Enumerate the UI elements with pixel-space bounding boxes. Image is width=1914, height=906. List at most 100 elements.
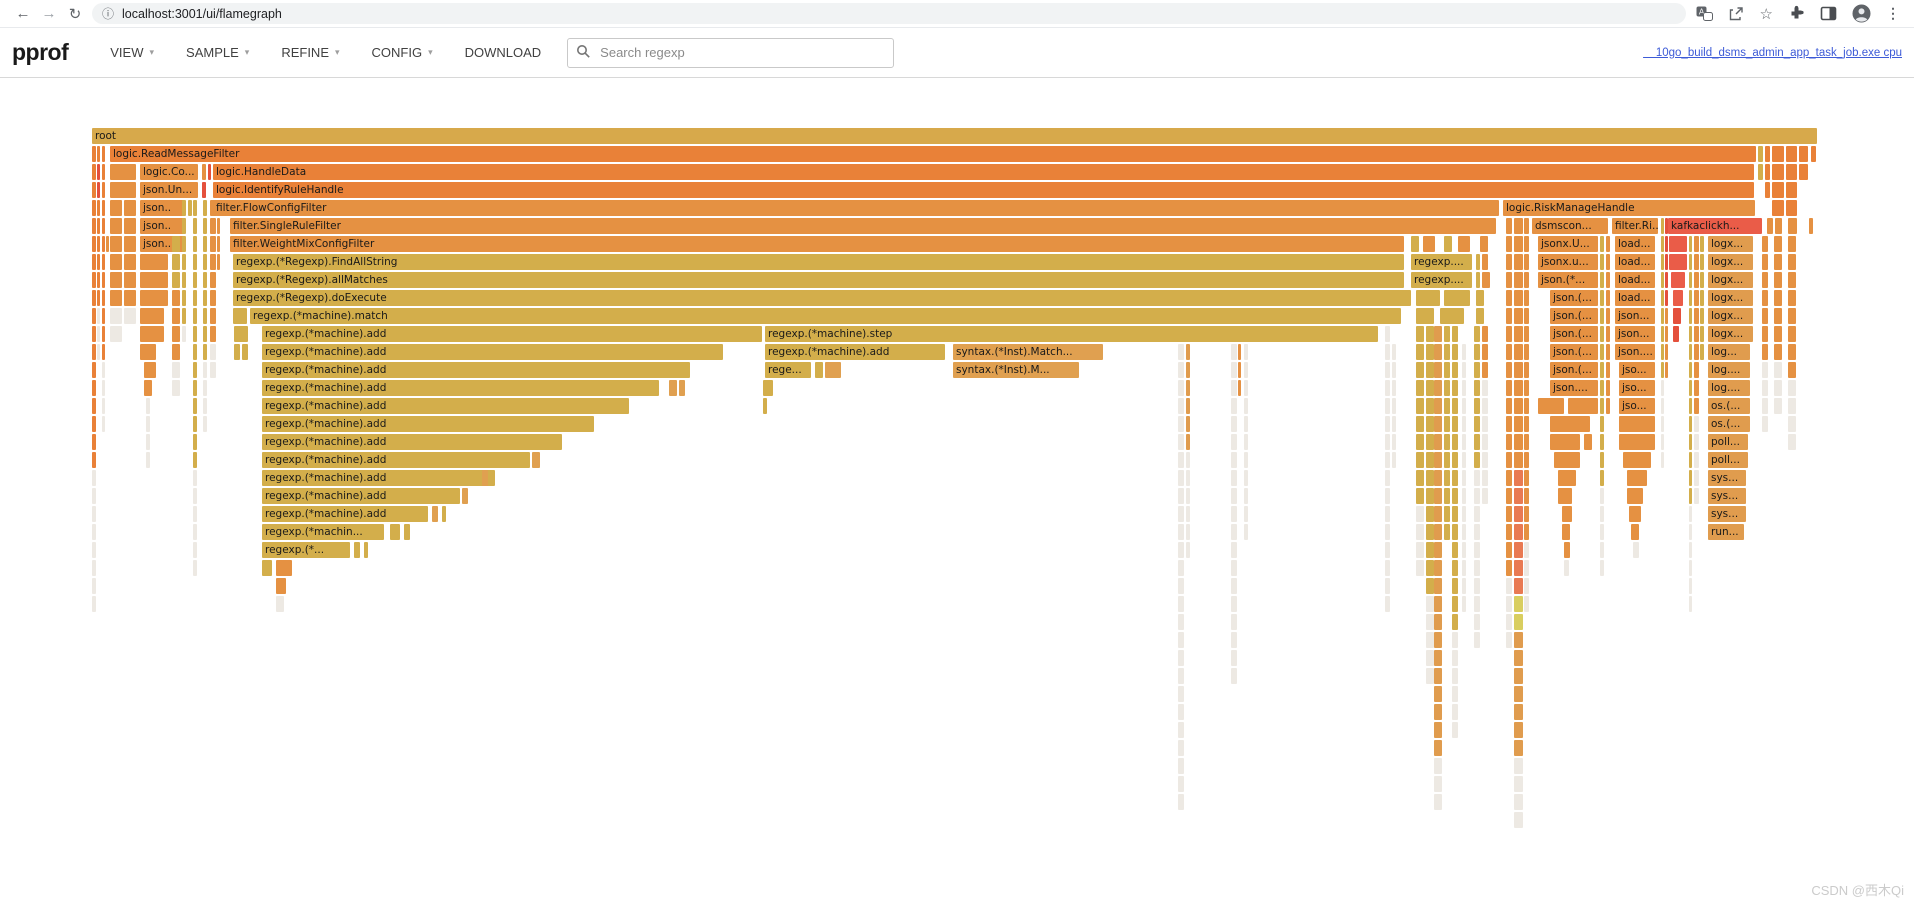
flame-bar-sliver[interactable] <box>193 560 197 576</box>
flame-bar[interactable]: root <box>92 128 1817 144</box>
flame-bar-sliver[interactable] <box>203 290 207 306</box>
flame-bar-sliver[interactable] <box>110 290 122 306</box>
flame-bar-sliver[interactable] <box>1700 290 1704 306</box>
flame-bar[interactable]: sys... <box>1708 506 1746 522</box>
flame-bar-sliver[interactable] <box>1506 560 1512 576</box>
flame-bar-sliver[interactable] <box>1762 236 1768 252</box>
flame-bar-sliver[interactable] <box>92 164 96 180</box>
flame-bar-sliver[interactable] <box>182 218 186 234</box>
flame-bar-sliver[interactable] <box>1665 218 1668 234</box>
flame-bar-sliver[interactable] <box>1434 488 1442 504</box>
flame-bar[interactable]: regexp.(*machine).add <box>262 506 428 522</box>
flame-bar-sliver[interactable] <box>1514 686 1523 702</box>
flame-bar-sliver[interactable] <box>1474 524 1480 540</box>
flame-bar-sliver[interactable] <box>1661 308 1664 324</box>
flame-bar-sliver[interactable] <box>1774 254 1782 270</box>
flame-bar-sliver[interactable] <box>1689 596 1692 612</box>
flame-bar-sliver[interactable] <box>1178 434 1184 450</box>
flame-bar-sliver[interactable] <box>1661 398 1664 414</box>
flame-bar-sliver[interactable] <box>1524 560 1529 576</box>
flame-bar-sliver[interactable] <box>1514 362 1523 378</box>
flame-bar-sliver[interactable] <box>1665 326 1668 342</box>
flame-bar[interactable]: jsonx.U... <box>1538 236 1598 252</box>
flame-bar-sliver[interactable] <box>1462 488 1466 504</box>
flame-bar-sliver[interactable] <box>1476 290 1484 306</box>
page-info-icon[interactable]: ⓘ <box>102 7 115 21</box>
flame-bar-sliver[interactable] <box>102 182 105 198</box>
flame-bar-sliver[interactable] <box>1524 398 1529 414</box>
flame-bar[interactable]: logic.IdentifyRuleHandle <box>213 182 1754 198</box>
flame-bar-sliver[interactable] <box>193 380 197 396</box>
flame-bar-sliver[interactable] <box>1434 578 1442 594</box>
flame-bar[interactable]: json.(... <box>1550 362 1598 378</box>
flame-bar-sliver[interactable] <box>92 398 96 414</box>
flame-bar-sliver[interactable] <box>92 200 96 216</box>
flame-bar[interactable]: regexp.... <box>1411 254 1472 270</box>
flame-bar[interactable]: regexp.(*machin... <box>262 524 384 540</box>
flame-bar-sliver[interactable] <box>1416 308 1434 324</box>
flame-bar-sliver[interactable] <box>234 344 240 360</box>
flame-bar-sliver[interactable] <box>193 416 197 432</box>
flame-bar-sliver[interactable] <box>210 218 216 234</box>
flame-bar-sliver[interactable] <box>1506 542 1512 558</box>
flame-bar-sliver[interactable] <box>1671 272 1685 288</box>
flame-bar-sliver[interactable] <box>1474 596 1480 612</box>
flame-bar[interactable]: regexp.(*Regexp).allMatches <box>233 272 1404 288</box>
flame-bar-sliver[interactable] <box>364 542 368 558</box>
flame-bar-sliver[interactable] <box>1452 524 1458 540</box>
flame-bar-sliver[interactable] <box>1606 308 1610 324</box>
address-bar[interactable]: ⓘ localhost:3001/ui/flamegraph <box>92 3 1686 24</box>
flame-bar-sliver[interactable] <box>1689 362 1692 378</box>
flame-bar-sliver[interactable] <box>1506 632 1512 648</box>
flame-bar-sliver[interactable] <box>97 254 100 270</box>
flame-bar-sliver[interactable] <box>1788 344 1796 360</box>
flame-bar-sliver[interactable] <box>1385 434 1390 450</box>
flame-bar-sliver[interactable] <box>1452 326 1458 342</box>
flame-bar-sliver[interactable] <box>1689 344 1692 360</box>
flame-bar-sliver[interactable] <box>1385 398 1390 414</box>
flame-bar[interactable]: syntax.(*Inst).Match... <box>953 344 1103 360</box>
flame-bar-sliver[interactable] <box>1700 236 1704 252</box>
flame-bar-sliver[interactable] <box>1669 254 1687 270</box>
flame-bar-sliver[interactable] <box>1524 272 1529 288</box>
flame-bar-sliver[interactable] <box>102 326 105 342</box>
flame-bar-sliver[interactable] <box>1178 362 1184 378</box>
flame-bar-sliver[interactable] <box>1434 452 1442 468</box>
flame-bar-sliver[interactable] <box>1689 272 1692 288</box>
flame-bar-sliver[interactable] <box>1178 758 1184 774</box>
flame-bar-sliver[interactable] <box>1178 524 1184 540</box>
flame-bar-sliver[interactable] <box>1426 632 1434 648</box>
flame-bar-sliver[interactable] <box>1474 434 1480 450</box>
flame-bar-sliver[interactable] <box>217 218 220 234</box>
flame-bar-sliver[interactable] <box>202 182 206 198</box>
flame-bar-sliver[interactable] <box>1434 614 1442 630</box>
flame-bar-sliver[interactable] <box>110 254 122 270</box>
flame-bar-sliver[interactable] <box>210 344 216 360</box>
flame-bar-sliver[interactable] <box>1231 470 1237 486</box>
flame-bar-sliver[interactable] <box>208 164 211 180</box>
flame-bar-sliver[interactable] <box>1514 560 1523 576</box>
flame-bar-sliver[interactable] <box>1584 434 1592 450</box>
flame-bar-sliver[interactable] <box>1600 344 1604 360</box>
flame-bar-sliver[interactable] <box>1694 236 1699 252</box>
flame-bar-sliver[interactable] <box>102 164 105 180</box>
flame-bar-sliver[interactable] <box>1689 578 1692 594</box>
flame-bar[interactable]: log.... <box>1708 380 1750 396</box>
flame-bar-sliver[interactable] <box>1762 416 1768 432</box>
flame-bar-sliver[interactable] <box>1244 398 1248 414</box>
flame-bar-sliver[interactable] <box>193 308 197 324</box>
flame-bar-sliver[interactable] <box>1762 362 1768 378</box>
flame-bar-sliver[interactable] <box>1476 272 1480 288</box>
flame-bar-sliver[interactable] <box>1514 542 1523 558</box>
flame-bar-sliver[interactable] <box>1774 398 1782 414</box>
flame-bar-sliver[interactable] <box>1434 668 1442 684</box>
flame-bar-sliver[interactable] <box>1514 434 1523 450</box>
flame-bar-sliver[interactable] <box>1762 254 1768 270</box>
flame-bar-sliver[interactable] <box>1434 416 1442 432</box>
menu-view[interactable]: VIEW ▾ <box>110 45 155 60</box>
flame-bar-sliver[interactable] <box>1244 488 1248 504</box>
flame-bar[interactable]: regexp.(*machine).add <box>262 452 530 468</box>
flame-bar-sliver[interactable] <box>1434 524 1442 540</box>
flame-bar-sliver[interactable] <box>1524 380 1529 396</box>
flame-bar-sliver[interactable] <box>1564 560 1569 576</box>
